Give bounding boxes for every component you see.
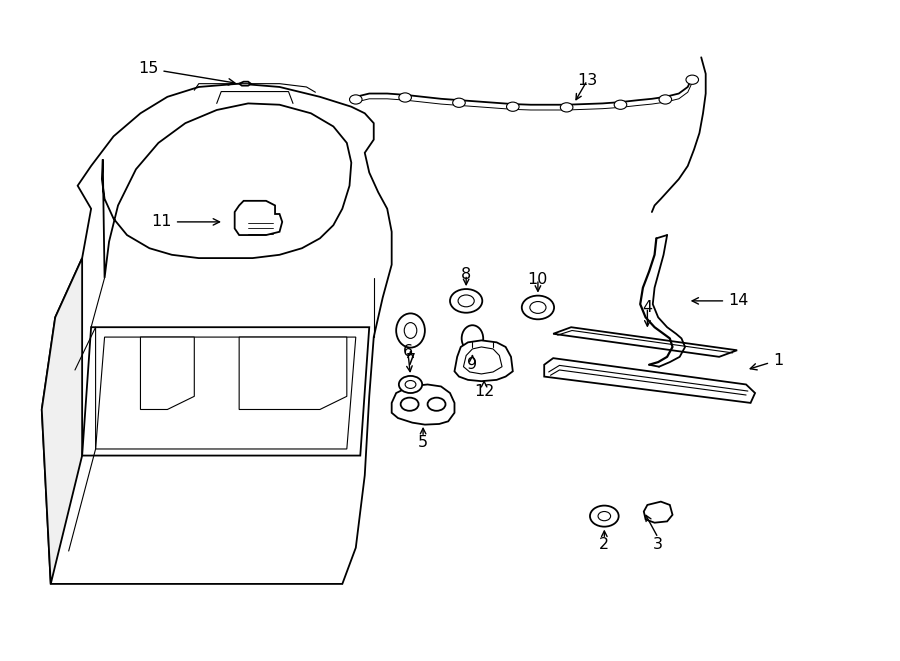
Polygon shape	[82, 327, 369, 455]
Circle shape	[561, 102, 573, 112]
Text: 11: 11	[151, 214, 220, 229]
Polygon shape	[41, 258, 82, 584]
Polygon shape	[140, 337, 194, 409]
Text: 4: 4	[643, 300, 652, 315]
Text: 7: 7	[406, 352, 416, 368]
Text: 13: 13	[577, 73, 598, 88]
Text: 2: 2	[599, 537, 609, 552]
Circle shape	[614, 100, 626, 109]
Text: 1: 1	[751, 352, 783, 370]
Circle shape	[399, 93, 411, 102]
Polygon shape	[235, 201, 283, 235]
Circle shape	[686, 75, 698, 85]
Polygon shape	[644, 502, 672, 523]
Text: 5: 5	[418, 435, 428, 450]
Circle shape	[659, 95, 671, 104]
Circle shape	[450, 289, 482, 313]
Circle shape	[590, 506, 618, 527]
Ellipse shape	[396, 313, 425, 348]
Text: 8: 8	[461, 267, 472, 282]
Text: 9: 9	[467, 357, 478, 372]
Polygon shape	[41, 84, 392, 584]
Circle shape	[349, 95, 362, 104]
Text: 15: 15	[138, 61, 235, 85]
Polygon shape	[544, 358, 755, 403]
Circle shape	[522, 295, 554, 319]
Text: 12: 12	[474, 383, 494, 399]
Circle shape	[453, 98, 465, 107]
Text: 14: 14	[692, 293, 749, 309]
Text: 6: 6	[403, 344, 413, 359]
Ellipse shape	[462, 325, 483, 352]
Circle shape	[507, 102, 519, 111]
Polygon shape	[239, 337, 346, 409]
Polygon shape	[239, 82, 251, 86]
Polygon shape	[454, 340, 513, 381]
Polygon shape	[554, 327, 737, 357]
Polygon shape	[102, 103, 351, 278]
Text: 3: 3	[653, 537, 663, 552]
Polygon shape	[392, 385, 454, 424]
Circle shape	[399, 376, 422, 393]
Polygon shape	[464, 347, 502, 374]
Text: 10: 10	[527, 272, 548, 287]
